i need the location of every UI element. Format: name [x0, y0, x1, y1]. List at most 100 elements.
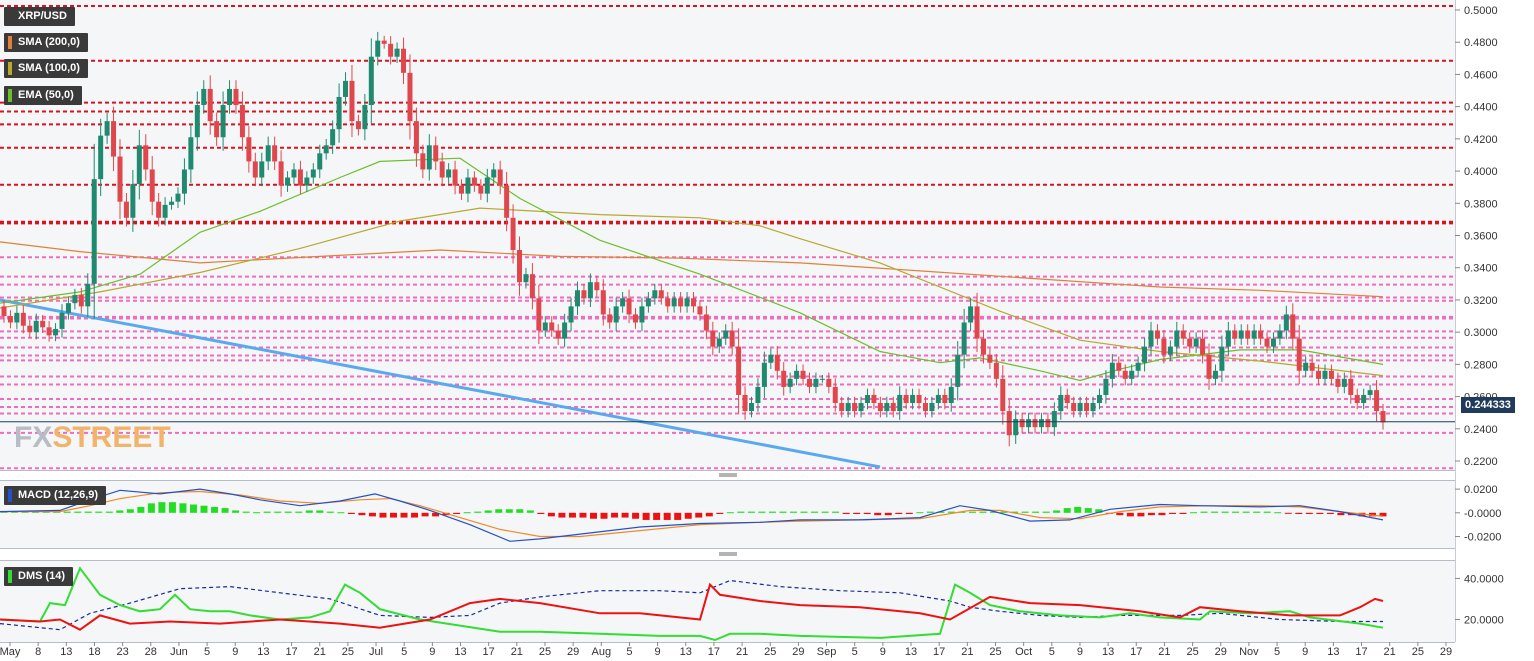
candle-body: [890, 403, 896, 412]
legend-macd[interactable]: MACD (12,26,9): [4, 486, 107, 505]
date-tick-label: Sep: [817, 646, 837, 658]
macd-histogram-bar: [74, 511, 82, 513]
candle-body: [1374, 390, 1380, 412]
legend-sma100[interactable]: SMA (100,0): [4, 59, 88, 78]
dms-axis: 40.0000 20.0000: [1455, 573, 1504, 626]
date-tick-label: 21: [1384, 646, 1396, 658]
candle-body: [1219, 346, 1225, 371]
macd-histogram-bar: [516, 509, 524, 513]
date-tick-label: Nov: [1239, 646, 1259, 658]
macd-histogram-bar: [1305, 512, 1313, 514]
date-tick-label: 29: [567, 646, 579, 658]
legend-ema50[interactable]: EMA (50,0): [4, 86, 82, 105]
candle-body: [91, 179, 97, 284]
date-tick-label: 29: [1215, 646, 1227, 658]
macd-histogram-bar: [337, 512, 345, 514]
legend-sma200[interactable]: SMA (200,0): [4, 33, 88, 52]
candle-body: [1264, 338, 1270, 347]
macd-histogram-bar: [779, 511, 787, 513]
candle-body: [181, 169, 187, 194]
date-tick-label: 5: [401, 646, 407, 658]
macd-histogram-bar: [1074, 506, 1082, 513]
macd-histogram-bar: [1316, 512, 1324, 514]
candle-body: [297, 169, 303, 186]
dms-panel[interactable]: [0, 560, 1455, 642]
date-tick-label: 13: [905, 646, 917, 658]
candle-body: [40, 320, 46, 328]
macd-histogram-bar: [347, 512, 355, 514]
candle-body: [1058, 394, 1064, 412]
date-tick-label: 9: [429, 646, 435, 658]
candle-body: [903, 394, 909, 404]
date-tick-label: 17: [708, 646, 720, 658]
macd-histogram-bar: [874, 512, 882, 516]
candle-body: [916, 394, 922, 404]
candle-body: [568, 306, 574, 323]
candle-body: [1316, 370, 1322, 379]
macd-histogram-bar: [926, 511, 934, 513]
candle-body: [1180, 330, 1186, 339]
macd-histogram-bar: [53, 511, 61, 513]
price-tick-label: 0.4400: [1464, 102, 1498, 114]
candle-body: [1206, 354, 1212, 379]
candle-body: [864, 394, 870, 404]
ema50-label: EMA (50,0): [18, 89, 74, 101]
symbol-label: XRP/USD: [4, 7, 75, 26]
macd-histogram-bar: [916, 512, 924, 514]
candle-body: [884, 403, 890, 412]
candle-body: [1, 306, 7, 317]
price-tick-label: 0.4200: [1464, 134, 1498, 146]
current-price-tag: 0.244333: [1461, 397, 1515, 413]
macd-histogram-bar: [1200, 511, 1208, 513]
date-tick-label: 13: [454, 646, 466, 658]
candle-body: [388, 43, 394, 57]
candle-body: [72, 295, 78, 304]
candle-body: [1328, 370, 1334, 379]
candle-body: [194, 105, 200, 138]
candle-body: [645, 298, 651, 307]
candle-body: [1283, 314, 1289, 331]
candle-body: [59, 312, 65, 329]
macd-histogram-bar: [768, 511, 776, 513]
macd-histogram-bar: [811, 511, 819, 513]
candle-body: [1212, 370, 1218, 379]
candle-body: [1309, 362, 1315, 371]
price-panel[interactable]: [0, 0, 1455, 470]
price-tick-label: 0.3800: [1464, 198, 1498, 210]
macd-panel-resize-handle[interactable]: [719, 552, 737, 556]
candle-body: [426, 145, 432, 170]
date-tick-label: 13: [680, 646, 692, 658]
candle-body: [1045, 419, 1051, 428]
legend-dms[interactable]: DMS (14): [4, 567, 74, 586]
date-tick-label: 25: [342, 646, 354, 658]
price-panel-resize-handle[interactable]: [719, 473, 737, 477]
candle-body: [935, 394, 941, 404]
macd-histogram-bar: [63, 511, 71, 513]
candle-body: [1354, 394, 1360, 404]
ema50-swatch: [8, 89, 12, 102]
macd-histogram-bar: [895, 512, 903, 514]
macd-histogram-bar: [463, 512, 471, 514]
symbol-text: XRP/USD: [18, 10, 67, 22]
macd-histogram-bar: [1211, 511, 1219, 513]
candle-body: [285, 177, 291, 186]
date-tick-label: 21: [314, 646, 326, 658]
macd-histogram-bar: [1032, 511, 1040, 513]
macd-histogram-bar: [968, 511, 976, 513]
macd-panel[interactable]: [0, 480, 1455, 548]
macd-histogram-bar: [389, 512, 397, 518]
candle-body: [1122, 370, 1128, 379]
date-tick-label: 9: [1302, 646, 1308, 658]
dms-label: DMS (14): [18, 570, 66, 582]
date-tick-label: 21: [1158, 646, 1170, 658]
candle-body: [1019, 419, 1025, 428]
price-tick-label: 0.4600: [1464, 69, 1498, 81]
date-axis: May 8 13 18 23 28 Jun 5 9 13 17 21 25 Jul 5 9 13 17 21 25 29…: [0, 642, 1452, 658]
macd-histogram-bar: [747, 511, 755, 513]
macd-histogram-bar: [695, 512, 703, 518]
sma100-line: [0, 207, 1384, 377]
macd-histogram-bar: [842, 512, 850, 514]
candle-body: [852, 403, 858, 412]
candle-body: [1251, 330, 1257, 339]
